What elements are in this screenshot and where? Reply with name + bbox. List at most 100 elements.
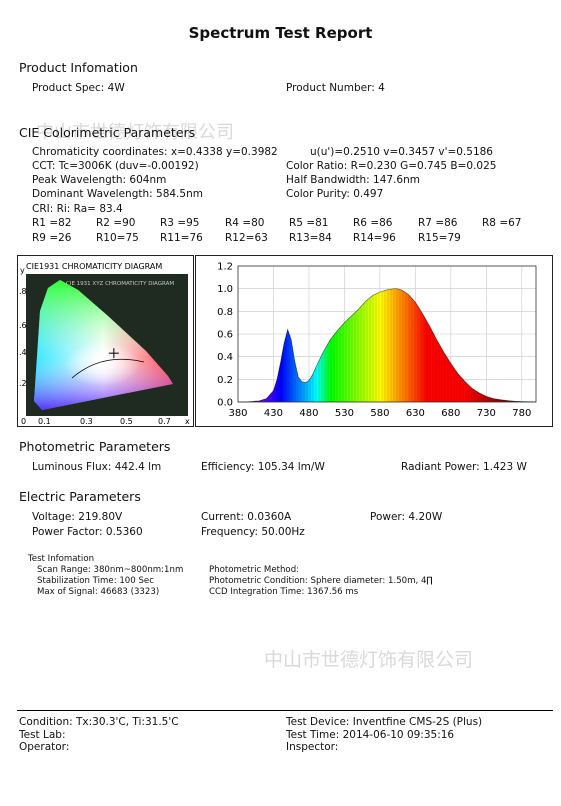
photometric-heading: Photometric Parameters — [19, 439, 171, 454]
test-lab: Test Lab: — [19, 729, 66, 741]
y-tick-label: 1.2 — [217, 262, 233, 273]
spectrum-band — [399, 288, 401, 402]
ri-value: R8 =67 — [482, 217, 522, 229]
color-ratio: Color Ratio: R=0.230 G=0.745 B=0.025 — [286, 160, 497, 172]
spectrum-band — [404, 288, 406, 402]
spectrum-band — [289, 288, 291, 402]
luminous-flux: Luminous Flux: 442.4 lm — [32, 461, 162, 473]
spectrum-band — [355, 288, 357, 402]
spectrum-band — [371, 288, 373, 402]
spectrum-band — [364, 288, 366, 402]
spectrum-band — [390, 288, 392, 402]
spectrum-band — [358, 288, 360, 402]
spectrum-band — [392, 288, 394, 402]
spectrum-band — [356, 288, 358, 402]
spectrum-band — [389, 288, 391, 402]
ri-value: R7 =86 — [418, 217, 458, 229]
power-factor: Power Factor: 0.5360 — [32, 526, 143, 538]
report-title: Spectrum Test Report — [188, 24, 373, 42]
spectrum-band — [349, 288, 351, 402]
spectrum-band — [424, 288, 426, 402]
x-tick-label: 680 — [441, 408, 460, 419]
spectrum-band — [408, 288, 410, 402]
spectrum-band — [373, 288, 375, 402]
cie-inner-title: CIE 1931 XYZ CHROMATICITY DIAGRAM — [66, 281, 174, 287]
cie-y-tick: .2 — [19, 379, 27, 388]
y-tick-label: 0.6 — [217, 330, 233, 341]
spectrum-band — [350, 288, 352, 402]
scan-range: Scan Range: 380nm~800nm:1nm — [37, 565, 184, 575]
test-condition: Condition: Tx:30.3'C, Ti:31.5'C — [19, 716, 179, 728]
frequency: Frequency: 50.00Hz — [201, 526, 305, 538]
color-purity: Color Purity: 0.497 — [286, 188, 384, 200]
y-tick-label: 0.8 — [217, 307, 233, 318]
spectrum-band — [420, 288, 422, 402]
spectrum-band — [341, 288, 343, 402]
spectrum-band — [418, 288, 420, 402]
spectrum-band — [405, 288, 407, 402]
spectrum-band — [428, 288, 430, 402]
spectrum-band — [391, 288, 393, 402]
spectrum-band — [362, 288, 364, 402]
ri-value: R4 =80 — [225, 217, 265, 229]
product-spec: Product Spec: 4W — [32, 82, 125, 94]
electric-heading: Electric Parameters — [19, 489, 141, 504]
footer-divider — [17, 710, 553, 711]
watermark-middle: 中山市世德灯饰有限公司 — [264, 649, 474, 671]
spectrum-band — [402, 288, 404, 402]
cie-diagram: CIE1931 CHROMATICITY DIAGRAM CIE 1931 XY… — [19, 262, 190, 426]
spectrum-band — [427, 288, 429, 402]
spectrum-band — [419, 288, 421, 402]
spectrum-band — [346, 288, 348, 402]
spectrum-band — [344, 288, 346, 402]
spectrum-band — [337, 288, 339, 402]
x-tick-label: 780 — [512, 408, 531, 419]
spectrum-band — [351, 288, 353, 402]
ri-value: R1 =82 — [32, 217, 72, 229]
spectrum-band — [396, 288, 398, 402]
spectrum-band — [426, 288, 428, 402]
x-tick-label: 580 — [370, 408, 389, 419]
spectrum-band — [433, 288, 435, 402]
max-signal: Max of Signal: 46683 (3323) — [37, 587, 160, 597]
white-region — [64, 342, 140, 386]
spectrum-band — [284, 288, 286, 402]
spectrum-band — [343, 288, 345, 402]
spectrum-band — [288, 288, 290, 402]
spectrum-band — [406, 288, 408, 402]
spectrum-band — [330, 288, 332, 402]
spectrum-band — [422, 288, 424, 402]
ri-value: R3 =95 — [160, 217, 200, 229]
operator: Operator: — [19, 741, 70, 753]
y-tick-label: 0.4 — [217, 352, 233, 363]
spectrum-band — [401, 288, 403, 402]
spectrum-band — [327, 288, 329, 402]
spectrum-band — [430, 288, 432, 402]
cie-x-tick: 0.5 — [120, 417, 133, 426]
radiant-power: Radiant Power: 1.423 W — [401, 461, 527, 473]
cie-x-tick: 0.3 — [80, 417, 93, 426]
cie-x-tick: 0.1 — [38, 417, 51, 426]
spectrum-band — [338, 288, 340, 402]
spectrum-band — [286, 288, 288, 402]
spectrum-band — [415, 288, 417, 402]
ri-value: R5 =81 — [289, 217, 329, 229]
test-device: Test Device: Inventfine CMS-2S (Plus) — [286, 716, 483, 728]
voltage: Voltage: 219.80V — [32, 511, 123, 523]
x-tick-label: 630 — [406, 408, 425, 419]
spectrum-band — [403, 288, 405, 402]
cri: CRI: Ri: Ra= 83.4 — [32, 203, 123, 215]
spectrum-band — [412, 288, 414, 402]
x-tick-label: 380 — [228, 408, 247, 419]
spectrum-band — [361, 288, 363, 402]
spectrum-band — [335, 288, 337, 402]
current: Current: 0.0360A — [201, 511, 292, 523]
test-time: Test Time: 2014-06-10 09:35:16 — [286, 729, 455, 741]
spectrum-band — [357, 288, 359, 402]
spectrum-band — [400, 288, 402, 402]
spectrum-band — [425, 288, 427, 402]
half-bandwidth: Half Bandwidth: 147.6nm — [286, 174, 420, 186]
spectrum-band — [339, 288, 341, 402]
spectrum-band — [372, 288, 374, 402]
x-tick-label: 480 — [299, 408, 318, 419]
